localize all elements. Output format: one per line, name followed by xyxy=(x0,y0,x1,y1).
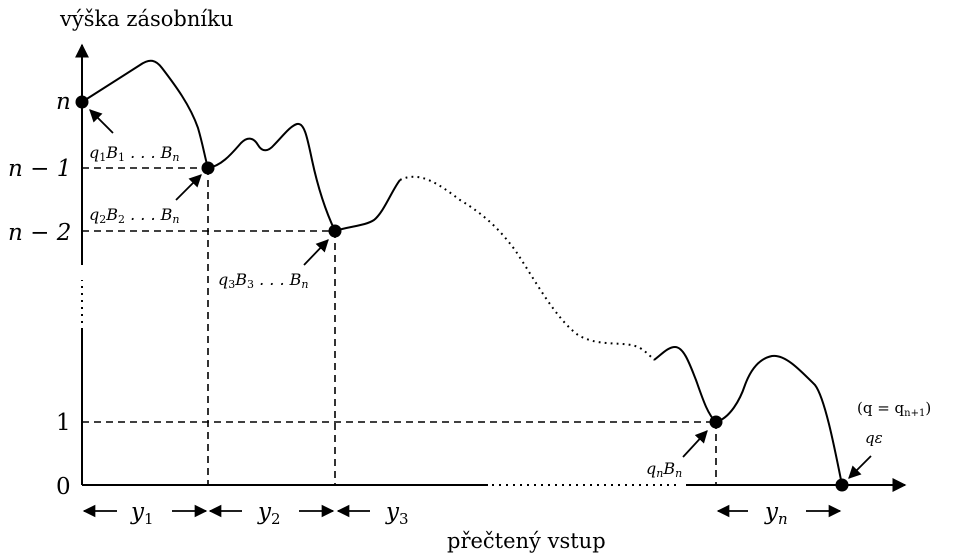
point-0 xyxy=(835,478,849,492)
point-n2 xyxy=(328,224,342,238)
config-label-1: q1B1 . . . Bn xyxy=(89,143,179,164)
curve-segment-3 xyxy=(334,179,401,232)
x-axis-title: přečtený vstup xyxy=(447,529,606,553)
stack-curve xyxy=(81,59,843,486)
pointer-arrows xyxy=(89,109,872,479)
curve-segment-2 xyxy=(207,122,336,232)
config-label-3: q3B3 . . . Bn xyxy=(218,270,308,291)
config-points xyxy=(75,95,849,492)
arrow-cn xyxy=(682,430,708,458)
segment-label-yn: yn xyxy=(764,499,788,528)
ytick-n-1: n − 1 xyxy=(8,156,71,182)
point-n1 xyxy=(201,161,215,175)
config-label-2: q2B2 . . . Bn xyxy=(89,205,179,226)
point-n xyxy=(75,95,89,109)
segment-label-y3: y3 xyxy=(385,499,409,528)
y-axis-title: výška zásobníku xyxy=(59,7,233,31)
arrow-final xyxy=(848,455,872,479)
arrow-c2 xyxy=(175,174,202,201)
ytick-n-2: n − 2 xyxy=(8,220,71,246)
arrow-c1 xyxy=(89,109,114,134)
final-state-note: (q = qn+1) xyxy=(857,399,931,419)
level-guides xyxy=(82,167,717,485)
ytick-0: 0 xyxy=(56,474,71,500)
config-label-n: qnBn xyxy=(646,459,682,480)
segment-label-y1: y1 xyxy=(130,499,154,528)
curve-segment-4 xyxy=(653,345,717,423)
arrow-c3 xyxy=(303,239,329,266)
curve-segment-5 xyxy=(715,354,843,486)
ytick-n: n xyxy=(56,89,71,115)
final-state-label: qε xyxy=(865,429,883,447)
ytick-1: 1 xyxy=(56,410,71,436)
segment-label-y2: y2 xyxy=(257,499,281,528)
curve-dotted xyxy=(399,175,655,361)
point-1 xyxy=(709,415,723,429)
curve-segment-1 xyxy=(81,59,209,169)
